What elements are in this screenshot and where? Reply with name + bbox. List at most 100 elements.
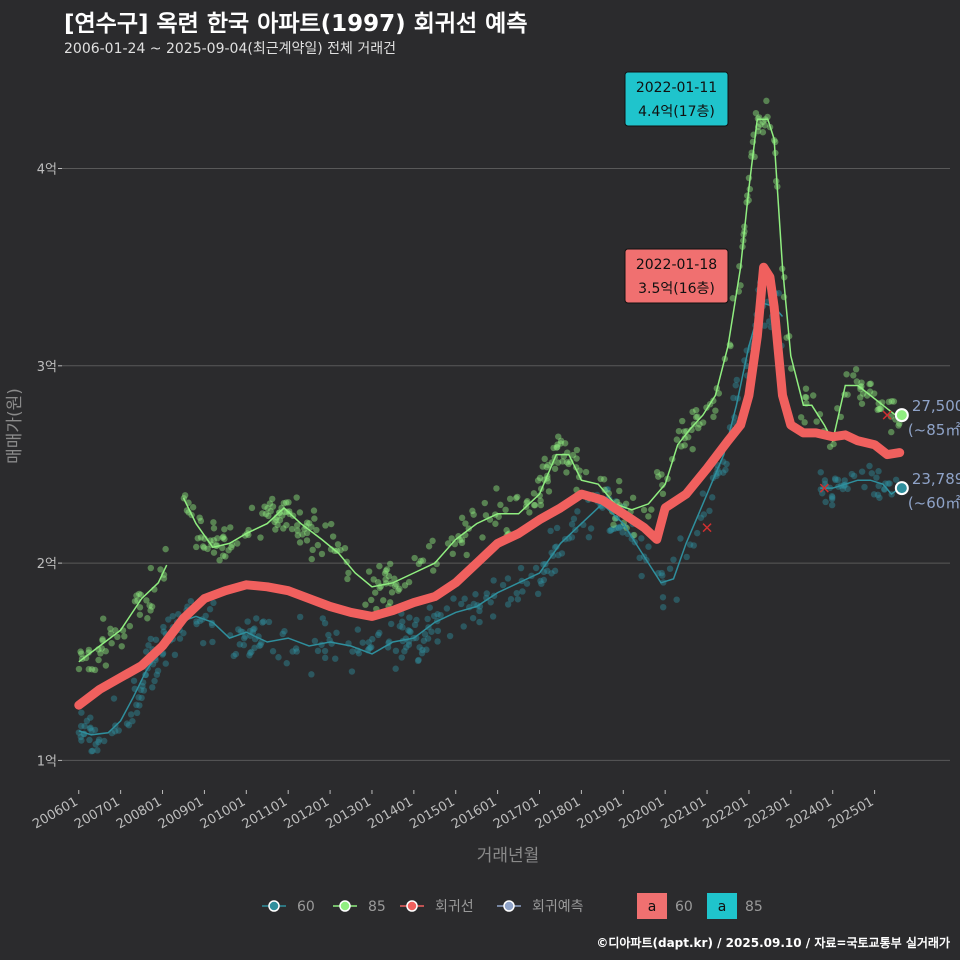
scatter-point <box>380 597 387 604</box>
scatter-point <box>114 633 121 641</box>
series-line-60 <box>78 301 784 736</box>
scatter-point <box>88 727 95 735</box>
scatter-point <box>264 505 271 512</box>
scatter-point <box>424 615 431 623</box>
scatter-point <box>303 537 311 544</box>
scatter-point <box>193 543 200 551</box>
scatter-point <box>78 650 85 657</box>
scatter-point <box>196 617 204 625</box>
x-tick-label: 200701 <box>72 794 122 832</box>
annotation-box <box>624 248 729 304</box>
legend-marker <box>503 900 515 912</box>
scatter-point <box>399 618 406 625</box>
scatter-point <box>424 635 432 642</box>
scatter-point <box>658 471 665 478</box>
scatter-point <box>382 576 389 583</box>
legend-annotation-label: 60 <box>675 899 693 915</box>
scatter-point <box>636 554 643 562</box>
series-line-85 <box>182 118 900 588</box>
scatter-point <box>407 628 414 636</box>
scatter-point <box>95 738 102 746</box>
scatter-point <box>318 550 326 558</box>
scatter-point <box>319 615 327 622</box>
scatter-point <box>334 541 342 548</box>
scatter-point <box>531 501 539 509</box>
scatter-point <box>309 546 316 554</box>
annotation-price: 3.5억(16층) <box>638 281 715 297</box>
scatter-point <box>852 366 860 373</box>
scatter-point <box>850 472 858 480</box>
scatter-point <box>828 492 836 500</box>
x-tick-label: 201601 <box>449 794 499 832</box>
x-tick-label: 200601 <box>30 794 80 832</box>
scatter-point <box>296 539 304 546</box>
scatter-point <box>733 376 741 384</box>
scatter-point <box>219 534 226 541</box>
scatter-point <box>365 639 373 646</box>
scatter-point <box>75 665 83 673</box>
scatter-point <box>285 499 292 506</box>
scatter-point <box>490 577 497 584</box>
scatter-point <box>204 545 211 553</box>
scatter-point <box>91 666 99 674</box>
scatter-point <box>565 460 572 468</box>
scatter-point <box>697 514 705 521</box>
scatter-point <box>248 648 255 656</box>
scatter-point <box>504 575 512 582</box>
scatter-point <box>99 635 106 643</box>
x-tick-label: 202401 <box>784 794 834 832</box>
scatter-point <box>570 515 578 523</box>
scatter-point <box>265 618 273 626</box>
scatter-point <box>866 380 873 388</box>
scatter-point <box>382 567 390 575</box>
scatter-point <box>870 491 878 498</box>
scatter-point <box>180 629 187 637</box>
scatter-point <box>537 501 545 509</box>
scatter-point <box>279 630 286 638</box>
scatter-point <box>563 459 571 466</box>
legend-annotation-box <box>637 893 667 919</box>
scatter-point <box>293 648 300 655</box>
scatter-point <box>100 615 107 622</box>
scatter-point <box>844 391 851 398</box>
scatter-point <box>853 378 861 385</box>
scatter-point <box>386 599 394 606</box>
scatter-point <box>259 510 266 517</box>
scatter-point <box>376 562 383 570</box>
scatter-point <box>311 637 319 645</box>
scatter-point <box>209 638 216 646</box>
scatter-point <box>841 477 848 484</box>
scatter-point <box>759 118 767 126</box>
scatter-point <box>645 543 652 550</box>
scatter-point <box>112 627 119 634</box>
scatter-point <box>121 633 128 640</box>
scatter-point <box>761 122 769 129</box>
scatter-point <box>276 516 284 524</box>
scatter-point <box>256 642 263 650</box>
scatter-point <box>617 523 624 530</box>
scatter-point <box>78 709 85 716</box>
scatter-point <box>388 589 396 596</box>
scatter-point <box>659 594 667 601</box>
scatter-point <box>612 515 619 522</box>
scatter-point <box>848 470 856 478</box>
scatter-point <box>86 725 94 732</box>
scatter-point <box>495 513 502 520</box>
scatter-point <box>92 741 99 748</box>
scatter-point <box>311 515 318 522</box>
scatter-point <box>875 482 882 490</box>
scatter-point <box>296 613 304 621</box>
scatter-point <box>374 631 382 639</box>
scatter-point <box>321 619 329 627</box>
scatter-point <box>169 612 176 620</box>
scatter-point <box>200 544 208 551</box>
scatter-point <box>434 611 441 618</box>
scatter-point <box>831 475 839 482</box>
scatter-point <box>629 494 637 501</box>
scatter-point <box>686 541 694 548</box>
x-tick-label: 202201 <box>700 794 750 832</box>
scatter-point <box>504 601 512 608</box>
scatter-point <box>140 687 148 694</box>
scatter-point <box>730 394 737 402</box>
scatter-point <box>401 648 408 655</box>
